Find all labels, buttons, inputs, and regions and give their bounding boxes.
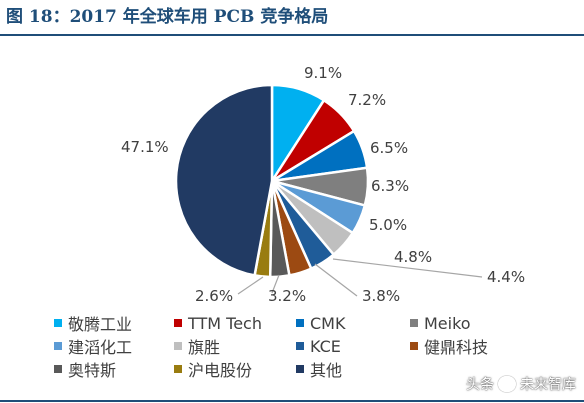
legend-swatch xyxy=(296,365,304,373)
bottom-rule xyxy=(0,400,584,402)
legend-label: Meiko xyxy=(424,313,471,333)
legend-label: 沪电股份 xyxy=(188,361,253,380)
legend-label: 其他 xyxy=(310,361,343,380)
legend-swatch xyxy=(54,319,62,327)
legend-label: KCE xyxy=(310,336,341,356)
legend-label: 奥特斯 xyxy=(68,361,117,380)
pie-chart: 9.1% 7.2% 6.5% 6.3% 5.0% 4.8% 4.4% 3.8% 3.2% 2.6%… xyxy=(121,64,525,305)
legend-entry: KCE xyxy=(296,335,341,357)
legend-entry: 建滔化工 xyxy=(54,335,132,357)
legend-label: CMK xyxy=(310,313,346,333)
slice-data-label: 47.1% xyxy=(121,138,169,156)
legend-swatch xyxy=(410,319,418,327)
pie-slice xyxy=(174,83,274,277)
wechat-icon xyxy=(498,376,516,392)
label-leader-line xyxy=(314,263,358,297)
label-leader-line xyxy=(332,258,483,278)
label-leader-line xyxy=(237,276,264,295)
slice-data-label: 4.8% xyxy=(394,248,432,266)
legend-label: TTM Tech xyxy=(188,313,262,333)
legend-swatch xyxy=(296,342,304,350)
legend-swatch xyxy=(296,319,304,327)
legend-entry: 奥特斯 xyxy=(54,358,116,380)
legend-swatch xyxy=(174,319,182,327)
legend-entry: 旗胜 xyxy=(174,335,220,357)
figure-title: 图 18：2017 年全球车用 PCB 竞争格局 xyxy=(6,7,329,27)
watermark-right: 未来智库 xyxy=(520,377,576,393)
legend-label: 建滔化工 xyxy=(68,338,133,357)
legend-entry: 健鼎科技 xyxy=(410,335,488,357)
title-rule xyxy=(0,34,584,36)
watermark-left: 头条 xyxy=(466,377,494,393)
slice-data-label: 7.2% xyxy=(348,91,386,109)
legend-entry: CMK xyxy=(296,312,345,334)
legend-swatch xyxy=(410,342,418,350)
legend-swatch xyxy=(54,342,62,350)
slice-data-label: 3.2% xyxy=(268,287,306,305)
legend-entry: 沪电股份 xyxy=(174,358,252,380)
legend-swatch xyxy=(174,365,182,373)
watermark: 头条 未来智库 xyxy=(466,374,576,394)
slice-data-label: 5.0% xyxy=(369,216,407,234)
slice-data-label: 6.5% xyxy=(370,139,408,157)
slice-data-label: 3.8% xyxy=(362,287,400,305)
label-leader-line xyxy=(271,274,280,294)
legend-entry: 其他 xyxy=(296,358,342,380)
slice-data-label: 9.1% xyxy=(304,64,342,82)
slice-data-label: 6.3% xyxy=(371,177,409,195)
legend-label: 敬腾工业 xyxy=(68,315,133,334)
legend-swatch xyxy=(54,365,62,373)
legend-swatch xyxy=(174,342,182,350)
legend-label: 旗胜 xyxy=(188,338,221,357)
legend-entry: 敬腾工业 xyxy=(54,312,132,334)
legend-entry: TTM Tech xyxy=(174,312,262,334)
slice-data-label: 2.6% xyxy=(195,287,233,305)
slice-data-label: 4.4% xyxy=(487,268,525,286)
legend-label: 健鼎科技 xyxy=(424,338,489,357)
legend-entry: Meiko xyxy=(410,312,471,334)
